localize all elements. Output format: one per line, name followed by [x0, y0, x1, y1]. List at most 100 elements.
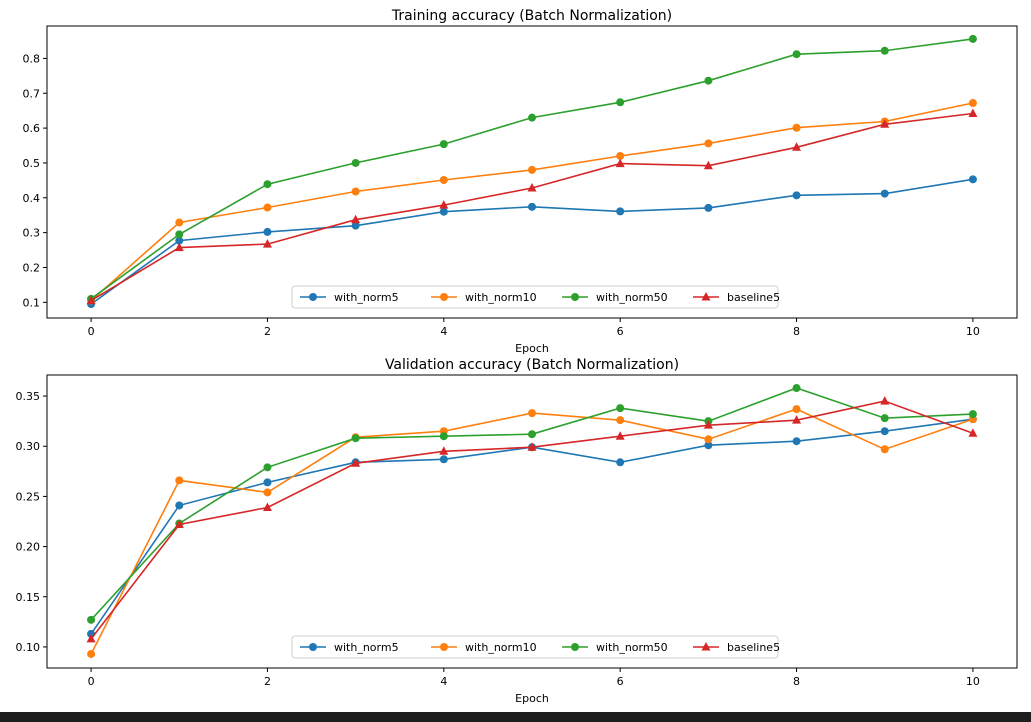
legend-item: with_norm50 — [562, 291, 668, 304]
legend-item: with_norm5 — [300, 641, 399, 654]
data-point — [968, 99, 977, 108]
x-tick-label: 10 — [966, 675, 980, 688]
legend-marker — [309, 643, 317, 651]
data-point — [263, 180, 272, 189]
data-point — [880, 46, 889, 55]
data-point — [351, 214, 361, 224]
legend-marker — [701, 292, 711, 301]
data-point — [792, 50, 801, 59]
data-point — [703, 160, 713, 170]
data-point — [792, 415, 802, 424]
x-axis-label: Epoch — [515, 342, 549, 355]
data-point — [351, 221, 360, 230]
legend: with_norm5 with_norm10 with_norm50 baseline… — [291, 285, 780, 309]
chart-title: Training accuracy (Batch Normalization) — [391, 8, 672, 24]
series-line — [90, 178, 974, 305]
chart-title: Validation accuracy (Batch Normalization… — [385, 357, 679, 373]
data-point — [616, 207, 625, 216]
legend-item: baseline5 — [693, 291, 780, 304]
y-tick-label: 0.20 — [16, 541, 41, 554]
data-point — [528, 113, 536, 122]
x-tick-label: 8 — [793, 325, 800, 338]
y-tick-label: 0.4 — [23, 192, 41, 205]
data-point — [263, 478, 272, 487]
legend-box — [291, 285, 779, 309]
data-point — [528, 165, 536, 174]
series-with_norm50 — [87, 384, 977, 624]
legend-item: with_norm50 — [562, 641, 668, 654]
data-point — [439, 432, 448, 441]
data-point — [968, 108, 978, 117]
data-point — [704, 139, 713, 148]
data-point — [175, 230, 184, 239]
data-point — [439, 176, 448, 185]
legend-item: with_norm5 — [300, 291, 399, 304]
series-line — [90, 418, 974, 635]
y-tick-label: 0.8 — [23, 52, 41, 65]
data-point — [792, 191, 801, 200]
data-point — [175, 218, 184, 227]
legend-marker — [571, 643, 579, 651]
data-point — [615, 158, 625, 168]
data-point — [792, 437, 801, 446]
data-point — [439, 446, 449, 455]
data-point — [880, 427, 889, 436]
legend-box — [291, 635, 779, 659]
data-point — [704, 76, 713, 85]
data-point — [528, 409, 536, 418]
data-point — [616, 404, 625, 413]
data-point — [616, 151, 625, 160]
series-line — [90, 387, 973, 621]
data-point — [351, 158, 360, 167]
data-point — [175, 236, 184, 245]
legend-label: with_norm10 — [465, 291, 537, 304]
data-point — [174, 242, 184, 252]
x-tick-label: 8 — [793, 675, 800, 688]
data-point — [704, 203, 713, 212]
y-tick-label: 0.3 — [23, 227, 41, 240]
y-tick-label: 0.15 — [16, 591, 41, 604]
data-point — [527, 183, 537, 192]
chart-panel-validation: Validation accuracy (Batch Normalization… — [16, 357, 1018, 705]
data-point — [968, 34, 977, 43]
legend-label: with_norm5 — [334, 641, 399, 654]
axes-frame — [46, 25, 1018, 319]
data-point — [263, 203, 272, 212]
legend-label: baseline5 — [727, 641, 780, 654]
data-point — [351, 434, 360, 443]
x-axis-label: Epoch — [515, 692, 549, 705]
data-point — [968, 410, 977, 419]
y-tick-label: 0.1 — [23, 296, 41, 309]
legend-marker — [440, 293, 448, 301]
data-point — [616, 458, 625, 467]
data-point — [262, 239, 272, 248]
data-point — [175, 476, 184, 485]
data-point — [704, 435, 713, 444]
data-point — [880, 189, 889, 198]
data-point — [792, 142, 802, 151]
legend-label: with_norm50 — [596, 641, 668, 654]
data-point — [880, 445, 889, 454]
x-tick-label: 6 — [617, 675, 624, 688]
data-point — [439, 207, 448, 216]
data-point — [880, 119, 890, 128]
data-point — [792, 405, 801, 414]
x-tick-label: 6 — [617, 325, 624, 338]
series-with_norm5 — [87, 175, 977, 309]
series-baseline5 — [86, 108, 978, 305]
data-point — [616, 98, 625, 107]
legend-marker — [701, 642, 711, 651]
data-point — [792, 123, 801, 132]
legend-label: with_norm5 — [334, 291, 399, 304]
data-point — [263, 488, 272, 497]
legend-marker — [309, 293, 317, 301]
data-point — [439, 200, 449, 209]
y-tick-label: 0.7 — [23, 87, 41, 100]
x-tick-label: 2 — [264, 325, 271, 338]
y-tick-label: 0.25 — [16, 490, 41, 503]
data-point — [86, 295, 96, 305]
data-point — [528, 202, 536, 211]
y-tick-label: 0.6 — [23, 122, 41, 135]
series-baseline5 — [86, 396, 978, 643]
